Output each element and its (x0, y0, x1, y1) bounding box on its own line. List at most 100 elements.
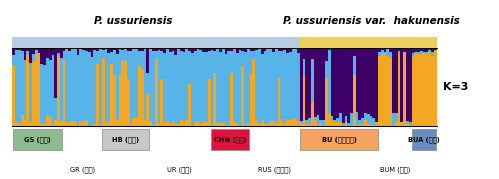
Bar (35, 54, 37, 126)
Bar (132, 43, 135, 118)
Bar (18, 50, 21, 123)
Bar (186, 120, 188, 126)
Bar (434, 48, 437, 50)
Bar (188, 48, 191, 51)
Bar (291, 119, 294, 126)
Bar (13, 129, 62, 150)
Bar (200, 50, 202, 124)
Bar (347, 48, 350, 124)
Bar (188, 51, 191, 84)
Bar (188, 84, 191, 126)
Bar (275, 48, 277, 49)
Bar (261, 48, 263, 54)
Bar (258, 123, 261, 126)
Bar (328, 48, 330, 50)
Bar (191, 53, 194, 125)
Bar (160, 79, 163, 126)
Bar (57, 48, 60, 53)
Bar (37, 47, 40, 53)
Bar (228, 51, 230, 125)
Bar (60, 121, 63, 126)
Bar (202, 122, 205, 126)
Bar (400, 122, 403, 126)
Bar (219, 48, 222, 52)
Bar (169, 124, 172, 126)
Bar (361, 48, 364, 118)
Bar (236, 48, 239, 53)
Bar (82, 48, 85, 50)
Bar (88, 52, 91, 126)
Bar (372, 125, 375, 126)
Bar (60, 58, 63, 121)
Bar (132, 118, 135, 126)
Bar (208, 51, 211, 79)
Bar (174, 55, 177, 124)
Bar (375, 48, 378, 122)
Bar (149, 45, 152, 121)
Bar (247, 48, 250, 49)
Bar (319, 123, 322, 126)
Bar (381, 53, 384, 126)
Bar (280, 51, 283, 119)
Bar (12, 55, 15, 66)
Bar (325, 61, 328, 78)
Bar (428, 48, 431, 50)
Bar (344, 48, 347, 116)
Bar (197, 121, 200, 126)
Bar (177, 124, 180, 126)
Bar (186, 48, 188, 120)
Bar (21, 48, 23, 51)
Bar (417, 54, 420, 126)
Bar (99, 125, 102, 126)
Bar (130, 48, 132, 52)
Bar (74, 46, 77, 122)
Bar (124, 49, 127, 61)
Bar (105, 123, 107, 126)
Bar (160, 48, 163, 51)
Bar (172, 51, 174, 121)
Bar (211, 48, 214, 50)
Bar (230, 51, 233, 73)
Bar (35, 48, 37, 50)
Bar (414, 54, 417, 126)
Bar (21, 115, 23, 126)
Bar (180, 51, 183, 120)
Bar (205, 52, 208, 122)
Bar (370, 124, 372, 126)
Bar (149, 121, 152, 126)
Bar (26, 48, 29, 51)
Bar (412, 53, 414, 57)
Bar (283, 48, 286, 50)
Bar (375, 122, 378, 126)
Bar (15, 50, 18, 122)
Bar (228, 48, 230, 51)
Bar (29, 122, 32, 126)
Bar (110, 48, 113, 52)
Bar (118, 74, 121, 126)
Bar (392, 113, 395, 125)
Bar (342, 123, 344, 126)
Bar (205, 48, 208, 52)
Bar (289, 48, 291, 52)
Bar (225, 54, 228, 126)
Bar (96, 48, 99, 51)
Bar (166, 121, 169, 126)
Bar (266, 49, 269, 124)
Bar (107, 53, 110, 121)
Bar (272, 52, 275, 121)
Bar (177, 48, 180, 49)
Bar (263, 124, 266, 126)
Bar (277, 48, 280, 51)
Bar (141, 48, 144, 52)
Bar (361, 118, 364, 125)
Bar (386, 48, 389, 49)
Bar (263, 51, 266, 124)
Bar (336, 118, 339, 122)
Bar (77, 48, 79, 55)
Bar (434, 50, 437, 126)
Bar (200, 124, 202, 126)
Bar (135, 48, 138, 49)
Bar (102, 129, 149, 150)
Bar (230, 73, 233, 126)
Bar (166, 49, 169, 121)
